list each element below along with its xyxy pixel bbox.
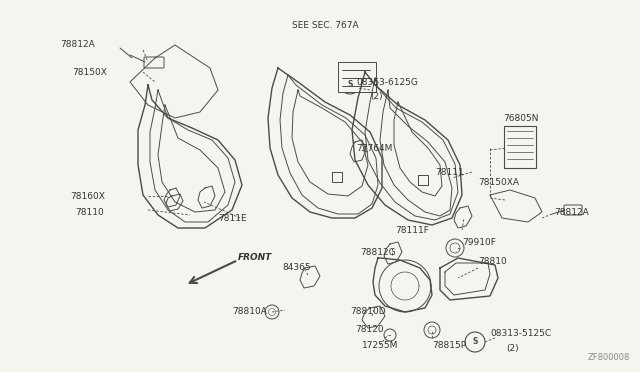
Text: 78110: 78110 (75, 208, 104, 217)
Text: 78815P: 78815P (432, 340, 466, 350)
Text: 84365: 84365 (282, 263, 310, 273)
Text: 78810D: 78810D (350, 308, 386, 317)
Text: 78812A: 78812A (554, 208, 589, 217)
Text: 78810A: 78810A (232, 308, 267, 317)
Text: 08363-6125G: 08363-6125G (356, 77, 418, 87)
Text: (2): (2) (370, 92, 383, 100)
Text: 78150X: 78150X (72, 67, 107, 77)
Text: 78120: 78120 (355, 326, 383, 334)
Text: 76805N: 76805N (503, 113, 538, 122)
Text: S: S (472, 337, 477, 346)
FancyBboxPatch shape (144, 57, 164, 68)
Text: 78150XA: 78150XA (478, 177, 519, 186)
Text: 78111: 78111 (435, 167, 464, 176)
Text: 78160X: 78160X (70, 192, 105, 201)
FancyBboxPatch shape (564, 205, 582, 215)
Text: 08313-5125C: 08313-5125C (490, 330, 551, 339)
Text: S: S (348, 80, 353, 89)
Bar (338, 62, 376, 92)
Text: 79910F: 79910F (462, 237, 496, 247)
Text: 7811E: 7811E (218, 214, 246, 222)
Text: SEE SEC. 767A: SEE SEC. 767A (292, 20, 358, 29)
Text: FRONT: FRONT (238, 253, 272, 262)
Text: ZF800008: ZF800008 (588, 353, 630, 362)
Text: 78810: 78810 (478, 257, 507, 266)
Text: 78111F: 78111F (395, 225, 429, 234)
Text: 77764M: 77764M (356, 144, 392, 153)
Text: (2): (2) (506, 343, 518, 353)
Text: 78812G: 78812G (360, 247, 396, 257)
Bar (504, 126, 536, 168)
Text: 78812A: 78812A (60, 39, 95, 48)
Text: 17255M: 17255M (362, 340, 398, 350)
